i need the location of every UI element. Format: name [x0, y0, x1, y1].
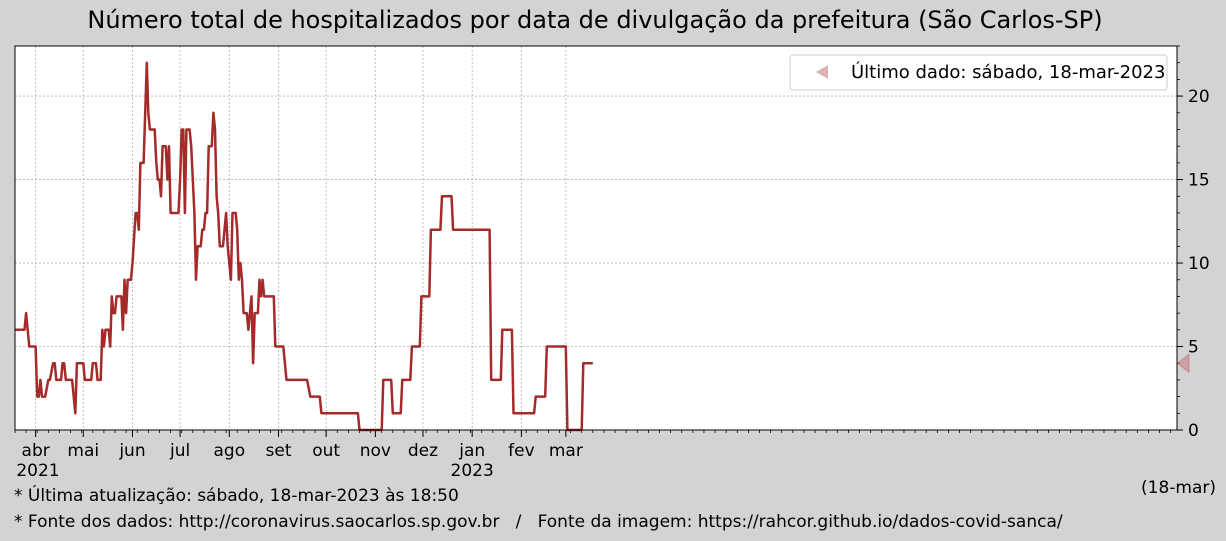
x-tick-label: set: [266, 441, 292, 461]
legend-box: [789, 54, 1168, 91]
x-tick-label: nov: [360, 441, 391, 461]
x-year-label: 2021: [16, 461, 59, 481]
x-tick-label: mai: [67, 441, 99, 461]
series-line: [15, 61, 593, 432]
legend-label: Último dado: sábado, 18-mar-2023: [851, 61, 1165, 83]
last-date-note: (18-mar): [1141, 478, 1216, 498]
legend: Último dado: sábado, 18-mar-2023: [789, 54, 1168, 91]
y-tick-label: 0: [1188, 421, 1199, 441]
last-update-note: * Última atualização: sábado, 18-mar-202…: [14, 486, 459, 506]
data-source-note: * Fonte dos dados: http://coronavirus.sa…: [14, 512, 1063, 532]
x-tick-label: ago: [213, 441, 245, 461]
chart-title: Número total de hospitalizados por data …: [87, 6, 1103, 34]
x-tick-label: mar: [549, 441, 583, 461]
x-tick-label: jan: [458, 441, 485, 461]
plot-frame: [14, 45, 1178, 431]
y-tick-label: 15: [1188, 171, 1210, 191]
x-tick-label: fev: [508, 441, 535, 461]
plot-area: [15, 46, 1177, 430]
y-axis: 0 5 10 15 20: [1177, 87, 1210, 441]
x-tick-label: jun: [118, 441, 145, 461]
y-tick-label: 10: [1188, 254, 1210, 274]
grid-lines: [15, 46, 1177, 430]
x-year-label: 2023: [451, 461, 494, 481]
last-point-marker: [1176, 353, 1190, 374]
x-tick-label: jul: [169, 441, 190, 461]
x-tick-label: abr: [22, 441, 50, 461]
x-tick-label: dez: [408, 441, 438, 461]
legend-marker: [816, 65, 828, 79]
y-tick-label: 20: [1188, 87, 1210, 107]
x-axis: abr mai jun jul ago set out nov dez jan fev mar 2021…: [16, 430, 583, 481]
y-tick-label: 5: [1188, 338, 1199, 358]
x-tick-label: out: [312, 441, 340, 461]
